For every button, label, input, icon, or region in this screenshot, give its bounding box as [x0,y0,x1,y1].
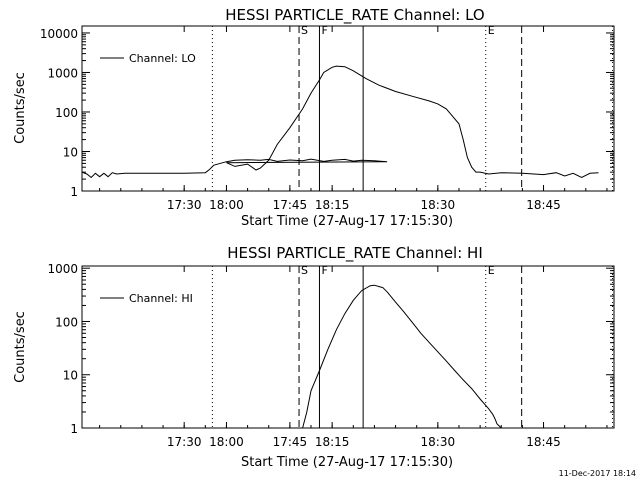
series-layer [81,65,599,179]
plot-frame [81,265,615,429]
x-tick-label: 18:15 [315,435,350,449]
y-tick-label: 1000 [47,262,78,276]
y-tick-label: 100 [55,106,78,120]
legend-label: Channel: HI [129,292,193,305]
x-tick-label: 18:45 [526,435,561,449]
x-axis-label: Start Time (27-Aug-17 17:15:30) [241,455,453,470]
timestamp: 11-Dec-2017 18:14 [559,469,636,478]
plot-frame [81,25,615,192]
legend: Channel: HI [100,292,193,305]
series-line [302,284,502,429]
chart-title: HESSI PARTICLE_RATE Channel: HI [227,244,483,263]
x-tick-label: 18:45 [526,198,561,212]
axis-ticks: 17:30 17:45 18:00 18:15 18:30 18:45 1 10 100 1000… [40,26,614,212]
y-tick-label: 1 [70,422,78,436]
marker-label: F [321,24,327,37]
x-tick-label: 18:00 [209,435,244,449]
y-tick-label: 1000 [47,66,78,80]
y-tick-label: 100 [55,315,78,329]
marker-label: S [301,264,308,277]
marker-label: F [321,264,327,277]
marker-label: E [488,264,495,277]
y-tick-label: 1 [70,185,78,199]
series-line [81,65,599,179]
x-tick-label: 17:45 [273,435,308,449]
legend: Channel: LO [100,52,196,65]
vertical-markers: FS E [211,264,614,428]
x-tick-label: 17:30 [167,198,202,212]
chart-title: HESSI PARTICLE_RATE Channel: LO [225,6,484,25]
y-tick-label: 10000 [40,27,78,41]
x-tick-label: 17:45 [273,198,308,212]
y-tick-label: 10 [63,145,78,159]
panel-lo: HESSI PARTICLE_RATE Channel: LO Counts/s… [13,6,615,229]
marker-label: E [488,24,495,37]
y-tick-label: 10 [63,369,78,383]
x-axis-label: Start Time (27-Aug-17 17:15:30) [241,214,453,229]
x-tick-label: 18:00 [209,198,244,212]
x-tick-label: 18:30 [421,198,456,212]
vertical-markers: FS E [211,24,614,191]
legend-label: Channel: LO [129,52,196,65]
x-tick-label: 18:30 [421,435,456,449]
marker-label: S [301,24,308,37]
panel-hi: HESSI PARTICLE_RATE Channel: HI Counts/s… [13,244,615,470]
x-tick-label: 18:15 [315,198,350,212]
y-axis-label: Counts/sec [13,72,28,144]
series-layer [302,284,502,429]
x-tick-label: 17:30 [167,435,202,449]
axis-ticks: 17:30 17:45 18:00 18:15 18:30 18:45 1 10 100 1000 [47,262,614,449]
y-axis-label: Counts/sec [13,311,28,383]
